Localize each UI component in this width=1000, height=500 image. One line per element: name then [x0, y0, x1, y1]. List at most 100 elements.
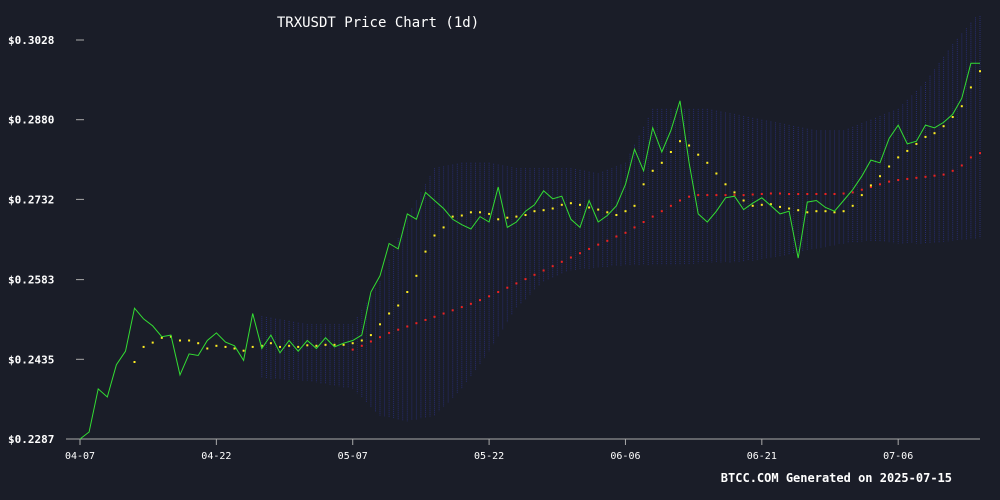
y-tick-label-0: $0.3028 [8, 34, 54, 47]
long-ma-point-16 [497, 291, 500, 293]
short-ma-point-31 [415, 274, 418, 277]
y-tick-label-2: $0.2732 [8, 193, 54, 206]
short-ma-point-67 [742, 199, 745, 202]
long-ma-point-8 [424, 319, 427, 321]
short-ma-point-53 [615, 214, 618, 216]
short-ma-point-60 [679, 140, 681, 143]
short-ma-point-72 [788, 207, 791, 210]
chart-title: TRXUSDT Price Chart (1d) [277, 15, 479, 31]
short-ma-point-58 [660, 161, 663, 164]
short-ma-point-61 [688, 144, 691, 147]
short-ma-point-63 [706, 161, 709, 164]
price-series [79, 62, 980, 440]
short-ma-point-55 [633, 204, 636, 207]
long-ma-point-55 [851, 191, 854, 194]
long-ma-point-23 [560, 260, 563, 263]
short-ma-point-68 [751, 204, 754, 207]
short-ma-point-46 [551, 207, 554, 210]
short-ma-point-62 [697, 153, 700, 156]
x-tick-label-3: 05-22 [474, 451, 504, 462]
short-ma-point-91 [960, 105, 963, 108]
short-ma-point-9 [215, 344, 218, 347]
short-ma-point-8 [206, 347, 209, 350]
long-ma-point-60 [897, 179, 900, 181]
short-ma-point-64 [715, 172, 718, 175]
short-ma-point-34 [442, 226, 445, 229]
short-ma-point-87 [924, 135, 927, 138]
x-tick-label-4: 06-06 [610, 451, 640, 462]
short-ma-point-93 [979, 70, 981, 73]
long-ma-point-56 [860, 188, 863, 191]
long-ma-point-7 [415, 322, 418, 325]
long-ma-point-61 [906, 177, 909, 180]
short-ma-point-54 [624, 210, 627, 213]
long-ma-point-19 [524, 278, 527, 281]
long-ma-point-29 [615, 235, 618, 238]
long-ma-point-26 [588, 247, 591, 250]
short-ma-point-45 [542, 209, 545, 212]
long-ma-point-15 [488, 295, 491, 298]
short-ma-point-35 [451, 215, 454, 218]
footer-generated-date: Generated on 2025-07-15 [786, 471, 952, 485]
long-ma-point-36 [679, 199, 681, 202]
long-ma-point-17 [506, 286, 509, 289]
long-ma-point-24 [569, 256, 572, 259]
y-axis-ticks: $0.3028 $0.2880 $0.2732 $0.2583 $0.2435 $0.22… [8, 34, 84, 446]
long-ma-point-44 [751, 193, 754, 196]
short-ma-point-20 [315, 344, 318, 347]
long-ma-point-59 [888, 180, 891, 183]
long-ma-point-48 [788, 193, 791, 195]
x-tick-label-5: 06-21 [747, 451, 777, 462]
short-ma-point-24 [351, 342, 354, 345]
footer-generated [779, 471, 786, 485]
long-ma-point-54 [842, 192, 845, 195]
long-ma-point-35 [669, 204, 672, 207]
long-ma-point-14 [479, 299, 481, 302]
short-ma-point-92 [969, 86, 972, 89]
short-ma-point-77 [833, 211, 836, 214]
short-ma-point-40 [497, 218, 500, 221]
short-ma-point-13 [251, 345, 254, 348]
short-ma-point-30 [406, 291, 409, 293]
short-ma-point-75 [815, 210, 818, 213]
bollinger-band [261, 16, 981, 422]
long-ma-point-3 [379, 336, 381, 339]
short-ma-point-14 [260, 344, 263, 347]
long-ma-point-20 [533, 273, 536, 276]
long-ma-point-64 [933, 174, 936, 177]
long-ma-point-69 [979, 152, 981, 155]
short-ma-point-2 [151, 341, 154, 344]
x-tick-label-6: 07-06 [883, 451, 913, 462]
long-ma-point-9 [433, 315, 436, 318]
short-ma-point-78 [842, 210, 845, 213]
short-ma-point-76 [824, 210, 827, 213]
short-ma-point-83 [888, 165, 891, 168]
short-ma-point-28 [388, 312, 391, 315]
price-line [79, 62, 980, 440]
short-ma-point-51 [597, 208, 600, 211]
short-ma-point-57 [651, 169, 654, 172]
long-ma-point-38 [697, 194, 700, 197]
long-ma-point-39 [706, 194, 709, 197]
long-ma-point-37 [688, 195, 691, 198]
short-ma-point-11 [233, 347, 236, 350]
long-ma-point-21 [542, 269, 545, 272]
long-ma-point-2 [369, 340, 372, 343]
long-ma-point-47 [779, 192, 781, 195]
short-ma-point-21 [324, 343, 327, 346]
long-ma-point-31 [633, 226, 636, 229]
long-ma-point-18 [515, 282, 518, 285]
long-ma-point-57 [869, 186, 872, 188]
short-ma-point-17 [288, 344, 291, 347]
long-ma-point-11 [451, 309, 454, 312]
y-tick-label-4: $0.2435 [8, 353, 54, 366]
short-ma-point-37 [469, 211, 472, 214]
footer-credit: BTCC.COM Generated on 2025-07-15 [721, 471, 952, 485]
short-ma-point-19 [306, 344, 309, 347]
long-ma-point-50 [806, 193, 809, 195]
long-ma-point-65 [942, 173, 945, 176]
short-ma-point-6 [188, 339, 191, 342]
long-ma-point-46 [769, 192, 772, 195]
short-ma-point-1 [142, 345, 145, 348]
short-ma-point-38 [479, 211, 481, 214]
